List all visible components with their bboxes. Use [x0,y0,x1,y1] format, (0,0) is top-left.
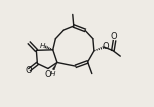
Text: O: O [102,42,109,51]
Text: O: O [110,32,117,41]
Text: O: O [26,66,32,75]
Text: H: H [39,43,45,49]
Polygon shape [52,62,57,70]
Text: O: O [45,70,51,79]
Text: H: H [50,71,55,77]
